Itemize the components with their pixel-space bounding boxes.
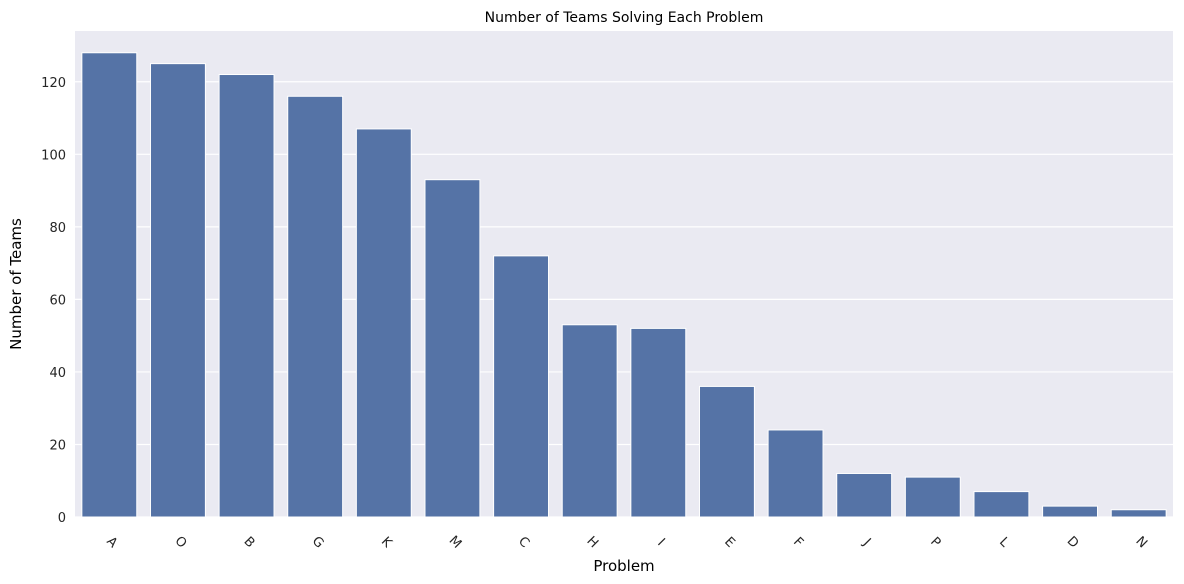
y-tick-label: 0	[58, 511, 66, 526]
x-tick-label: L	[996, 535, 1012, 551]
x-axis-label: Problem	[593, 557, 654, 575]
y-tick-label: 80	[49, 221, 66, 236]
y-tick-labels: 0 20 40 60 80 100 120	[41, 76, 66, 526]
bar-n	[1110, 509, 1167, 518]
bar-j	[836, 472, 893, 518]
bar-f	[767, 429, 824, 518]
y-tick-label: 100	[41, 148, 66, 163]
bar-i	[630, 327, 687, 518]
x-tick-label: F	[790, 535, 806, 551]
bars	[81, 52, 1167, 518]
bar-c	[493, 255, 550, 518]
x-tick-label: A	[103, 534, 120, 551]
bar-k	[355, 128, 412, 518]
x-tick-label: O	[171, 534, 189, 552]
bar-a	[81, 52, 138, 518]
x-tick-label: C	[515, 534, 532, 551]
x-tick-label: J	[859, 535, 873, 549]
y-tick-label: 40	[49, 366, 66, 381]
bar-p	[904, 476, 961, 518]
bar-g	[287, 95, 344, 518]
x-tick-label: B	[241, 534, 258, 551]
x-tick-label: P	[927, 534, 943, 550]
y-axis-label: Number of Teams	[7, 218, 25, 350]
bar-e	[698, 385, 755, 518]
x-tick-label: N	[1132, 534, 1149, 551]
x-tick-label: M	[446, 533, 465, 552]
chart-title: Number of Teams Solving Each Problem	[485, 10, 764, 26]
x-tick-label: H	[583, 534, 601, 552]
bar-b	[218, 74, 275, 518]
bar-m	[424, 179, 481, 518]
y-tick-label: 120	[41, 76, 66, 91]
bar-d	[1042, 505, 1099, 518]
bar-h	[561, 324, 618, 518]
x-tick-label: D	[1064, 534, 1082, 552]
x-tick-label: E	[721, 534, 737, 550]
bar-o	[149, 63, 206, 518]
y-tick-label: 20	[49, 438, 66, 453]
y-tick-label: 60	[49, 293, 66, 308]
bar-l	[973, 491, 1030, 518]
x-tick-label: I	[654, 536, 667, 549]
x-tick-label: G	[309, 534, 327, 552]
x-tick-label: K	[378, 534, 395, 551]
